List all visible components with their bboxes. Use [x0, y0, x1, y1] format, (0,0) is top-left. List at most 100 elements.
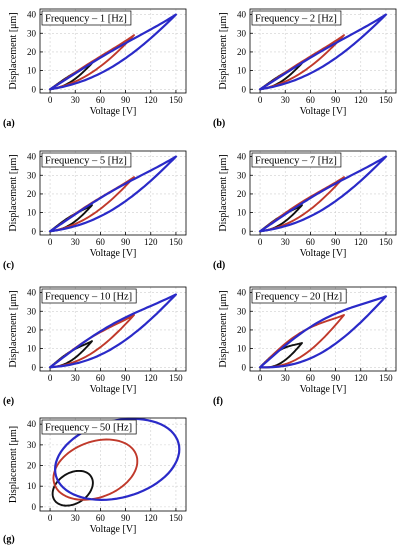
y-tick-label: 40 — [27, 419, 37, 429]
series-line-3 — [54, 417, 181, 501]
plot-frame — [39, 417, 187, 512]
title-box — [251, 288, 347, 304]
panel-letter: (b) — [213, 118, 225, 129]
panel-letter: (g) — [3, 534, 15, 545]
series-line-2 — [259, 314, 345, 369]
panel-title: Frequency – 7 [Hz] — [255, 156, 337, 167]
y-tick-label: 10 — [27, 66, 37, 76]
panel-letter: (c) — [3, 260, 14, 271]
x-tick-label: 90 — [121, 373, 131, 383]
x-tick-label: 0 — [48, 373, 53, 383]
x-tick-label: 120 — [354, 95, 368, 105]
panel-title: Frequency – 10 [Hz] — [45, 292, 132, 303]
x-tick-label: 0 — [258, 237, 263, 247]
series-line-3 — [49, 13, 177, 91]
plot-frame — [249, 8, 397, 94]
panel-title: Frequency – 2 [Hz] — [255, 14, 337, 25]
y-tick-label: 20 — [27, 189, 37, 199]
x-tick-label: 150 — [169, 237, 183, 247]
plot-frame — [39, 150, 187, 236]
x-tick-label: 30 — [71, 513, 81, 523]
x-axis-label: Voltage [V] — [90, 248, 137, 259]
y-tick-label: 20 — [27, 325, 37, 335]
x-tick-label: 90 — [331, 373, 341, 383]
x-tick-label: 60 — [96, 513, 106, 523]
series-line-2 — [52, 438, 139, 501]
x-tick-label: 60 — [306, 95, 316, 105]
y-tick-label: 0 — [32, 226, 37, 236]
y-tick-label: 20 — [237, 325, 247, 335]
x-tick-label: 30 — [71, 95, 81, 105]
y-tick-label: 30 — [27, 306, 37, 316]
title-box — [251, 10, 342, 26]
x-tick-label: 30 — [71, 237, 81, 247]
y-axis-label: Displacement [μm] — [8, 154, 19, 231]
x-axis-label: Voltage [V] — [300, 384, 347, 395]
y-tick-label: 0 — [242, 84, 247, 94]
chart-panel-2: 0 30 60 90 120 150 0 10 20 30 40 Voltage [V] Displac… — [213, 8, 397, 129]
x-tick-label: 90 — [331, 237, 341, 247]
x-tick-label: 0 — [48, 95, 53, 105]
y-tick-label: 30 — [27, 170, 37, 180]
x-tick-label: 150 — [379, 237, 393, 247]
y-tick-label: 10 — [27, 208, 37, 218]
y-tick-label: 30 — [237, 306, 247, 316]
panel-letter: (a) — [3, 118, 15, 129]
series-line-3 — [259, 155, 387, 233]
x-axis-label: Voltage [V] — [90, 384, 137, 395]
title-box — [41, 419, 137, 435]
y-axis-label: Displacement [μm] — [218, 12, 229, 89]
x-axis-label: Voltage [V] — [90, 524, 137, 535]
title-box — [41, 288, 137, 304]
panel-title: Frequency – 20 [Hz] — [255, 292, 342, 303]
x-tick-label: 120 — [354, 237, 368, 247]
y-axis-label: Displacement [μm] — [8, 426, 19, 503]
y-tick-label: 10 — [237, 66, 247, 76]
x-tick-label: 60 — [306, 373, 316, 383]
x-tick-label: 0 — [258, 95, 263, 105]
x-tick-label: 90 — [331, 95, 341, 105]
x-tick-label: 120 — [144, 513, 158, 523]
chart-panel-3: 0 30 60 90 120 150 0 10 20 30 40 Voltage [V] Displac… — [3, 150, 187, 271]
title-box — [41, 10, 132, 26]
x-tick-label: 30 — [281, 95, 291, 105]
x-tick-label: 120 — [144, 237, 158, 247]
plot-frame — [249, 286, 397, 372]
x-tick-label: 0 — [258, 373, 263, 383]
y-tick-label: 30 — [27, 440, 37, 450]
x-tick-label: 30 — [281, 237, 291, 247]
x-tick-label: 150 — [169, 513, 183, 523]
series-line-3 — [49, 293, 177, 369]
y-tick-label: 20 — [237, 189, 247, 199]
y-tick-label: 40 — [27, 10, 37, 20]
panel-title: Frequency – 50 [Hz] — [45, 423, 132, 434]
series-line-3 — [49, 155, 177, 233]
y-tick-label: 0 — [242, 362, 247, 372]
y-tick-label: 40 — [237, 152, 247, 162]
y-tick-label: 40 — [237, 288, 247, 298]
y-tick-label: 0 — [242, 226, 247, 236]
series-line-3 — [259, 13, 387, 91]
x-tick-label: 150 — [379, 95, 393, 105]
y-tick-label: 40 — [27, 288, 37, 298]
panel-title: Frequency – 1 [Hz] — [45, 14, 127, 25]
series-line-3 — [259, 295, 387, 369]
panel-letter: (d) — [213, 260, 225, 271]
plot-frame — [39, 8, 187, 94]
y-tick-label: 0 — [32, 502, 37, 512]
title-box — [41, 152, 132, 168]
y-tick-label: 10 — [27, 481, 37, 491]
x-tick-label: 120 — [354, 373, 368, 383]
x-tick-label: 30 — [281, 373, 291, 383]
y-tick-label: 0 — [32, 84, 37, 94]
y-axis-label: Displacement [μm] — [8, 290, 19, 367]
y-axis-label: Displacement [μm] — [218, 154, 229, 231]
series-line-2 — [259, 176, 345, 233]
chart-panel-1: 0 30 60 90 120 150 0 10 20 30 40 Voltage [V] Displac… — [3, 8, 187, 129]
x-tick-label: 60 — [96, 95, 106, 105]
x-tick-label: 90 — [121, 237, 131, 247]
plot-frame — [39, 286, 187, 372]
y-tick-label: 20 — [237, 47, 247, 57]
plot-frame — [249, 150, 397, 236]
